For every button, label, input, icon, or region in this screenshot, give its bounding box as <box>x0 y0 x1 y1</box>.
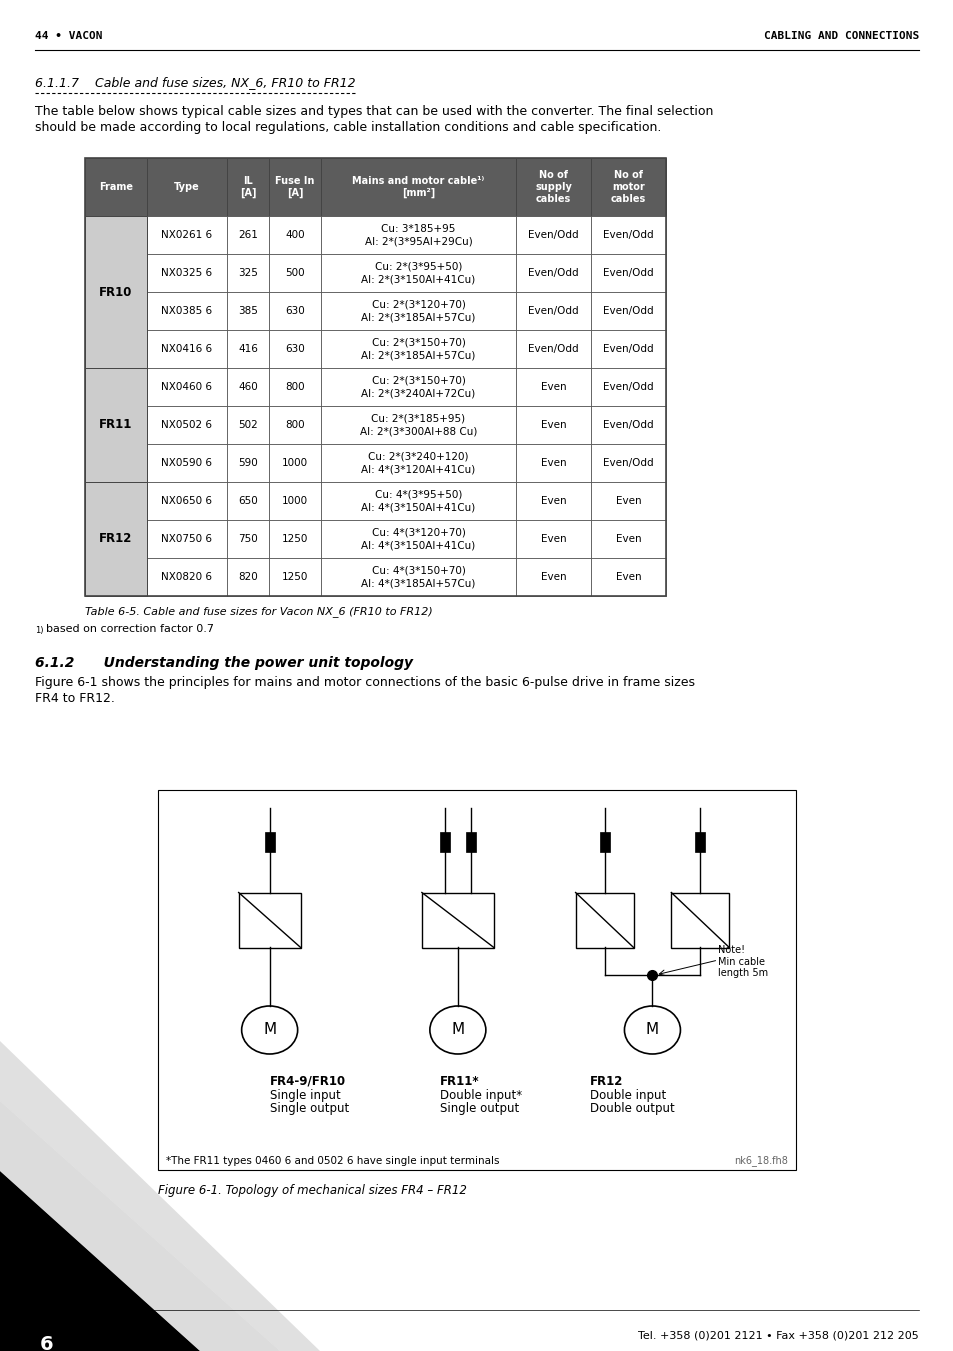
Bar <box>590 216 665 254</box>
Bar <box>516 558 590 596</box>
Bar <box>85 330 147 367</box>
Bar <box>227 482 269 520</box>
Bar <box>590 254 665 292</box>
Text: Even: Even <box>540 382 566 392</box>
Bar <box>85 407 147 444</box>
Text: 6.1.2      Understanding the power unit topology: 6.1.2 Understanding the power unit topol… <box>35 657 413 670</box>
Text: 1000: 1000 <box>282 458 308 467</box>
Text: Fuse In
[A]: Fuse In [A] <box>275 176 314 199</box>
Bar <box>85 216 147 254</box>
Bar <box>85 444 147 482</box>
Text: 1000: 1000 <box>282 496 308 507</box>
Text: NX0325 6: NX0325 6 <box>161 267 213 278</box>
Bar <box>147 520 227 558</box>
Text: M: M <box>263 1023 276 1038</box>
Text: FR12: FR12 <box>99 532 132 546</box>
Bar <box>227 216 269 254</box>
Bar <box>158 790 795 1170</box>
Text: Mains and motor cable¹⁾
[mm²]: Mains and motor cable¹⁾ [mm²] <box>352 176 484 199</box>
Bar <box>85 482 147 520</box>
Text: nk6_18.fh8: nk6_18.fh8 <box>734 1155 787 1166</box>
Bar <box>590 520 665 558</box>
Text: The table below shows typical cable sizes and types that can be used with the co: The table below shows typical cable size… <box>35 105 713 118</box>
Bar <box>227 407 269 444</box>
Bar <box>269 407 320 444</box>
Bar <box>147 444 227 482</box>
Text: Even: Even <box>540 571 566 582</box>
Bar <box>269 158 320 216</box>
Text: Even/Odd: Even/Odd <box>602 230 653 240</box>
Text: Even: Even <box>615 571 640 582</box>
Text: 1250: 1250 <box>281 571 308 582</box>
Bar <box>147 482 227 520</box>
Bar <box>269 367 320 407</box>
Text: Cu: 4*(3*150+70)
Al: 4*(3*185Al+57Cu): Cu: 4*(3*150+70) Al: 4*(3*185Al+57Cu) <box>361 566 476 588</box>
Bar <box>269 292 320 330</box>
Text: NX0261 6: NX0261 6 <box>161 230 213 240</box>
Text: NX0750 6: NX0750 6 <box>161 534 213 544</box>
Text: Cu: 2*(3*150+70)
Al: 2*(3*240Al+72Cu): Cu: 2*(3*150+70) Al: 2*(3*240Al+72Cu) <box>361 376 476 399</box>
Bar <box>516 330 590 367</box>
Text: Cu: 2*(3*185+95)
Al: 2*(3*300Al+88 Cu): Cu: 2*(3*185+95) Al: 2*(3*300Al+88 Cu) <box>359 413 476 436</box>
Text: M: M <box>645 1023 659 1038</box>
Bar <box>465 832 476 852</box>
Text: Cu: 2*(3*120+70)
Al: 2*(3*185Al+57Cu): Cu: 2*(3*120+70) Al: 2*(3*185Al+57Cu) <box>361 300 476 322</box>
Bar <box>516 254 590 292</box>
Bar <box>320 407 516 444</box>
Text: 630: 630 <box>285 345 305 354</box>
Text: NX0650 6: NX0650 6 <box>161 496 213 507</box>
Text: 820: 820 <box>238 571 257 582</box>
Bar <box>320 216 516 254</box>
Bar <box>590 330 665 367</box>
Text: NX0590 6: NX0590 6 <box>161 458 213 467</box>
Bar <box>147 407 227 444</box>
Text: NX0820 6: NX0820 6 <box>161 571 213 582</box>
Text: Single output: Single output <box>439 1102 518 1115</box>
Text: Even/Odd: Even/Odd <box>528 267 578 278</box>
Bar <box>671 893 728 947</box>
Text: Even: Even <box>540 420 566 430</box>
Text: Single output: Single output <box>270 1102 349 1115</box>
Text: Single input: Single input <box>270 1089 340 1102</box>
Text: Cu: 2*(3*150+70)
Al: 2*(3*185Al+57Cu): Cu: 2*(3*150+70) Al: 2*(3*185Al+57Cu) <box>361 338 476 361</box>
Text: NX0385 6: NX0385 6 <box>161 305 213 316</box>
Text: Cu: 4*(3*120+70)
Al: 4*(3*150Al+41Cu): Cu: 4*(3*120+70) Al: 4*(3*150Al+41Cu) <box>361 528 476 550</box>
Polygon shape <box>0 1101 280 1351</box>
Text: Even/Odd: Even/Odd <box>528 345 578 354</box>
Text: Cu: 2*(3*95+50)
Al: 2*(3*150Al+41Cu): Cu: 2*(3*95+50) Al: 2*(3*150Al+41Cu) <box>361 262 476 284</box>
Bar <box>516 216 590 254</box>
Text: FR4 to FR12.: FR4 to FR12. <box>35 692 114 705</box>
Bar <box>269 444 320 482</box>
Text: NX0460 6: NX0460 6 <box>161 382 213 392</box>
Text: 460: 460 <box>238 382 257 392</box>
Bar <box>516 367 590 407</box>
Text: 800: 800 <box>285 420 305 430</box>
Text: 750: 750 <box>238 534 257 544</box>
Bar <box>227 330 269 367</box>
Text: Even: Even <box>540 534 566 544</box>
Bar <box>516 482 590 520</box>
Bar <box>227 558 269 596</box>
Text: 385: 385 <box>238 305 257 316</box>
Text: 590: 590 <box>238 458 257 467</box>
Bar <box>85 367 147 407</box>
Text: Double input*: Double input* <box>439 1089 521 1102</box>
Bar <box>590 407 665 444</box>
Text: Note!
Min cable
length 5m: Note! Min cable length 5m <box>718 944 767 978</box>
Text: *The FR11 types 0460 6 and 0502 6 have single input terminals: *The FR11 types 0460 6 and 0502 6 have s… <box>166 1156 499 1166</box>
Text: 630: 630 <box>285 305 305 316</box>
Bar <box>590 482 665 520</box>
Bar <box>516 444 590 482</box>
Text: M: M <box>451 1023 464 1038</box>
Text: Even: Even <box>615 496 640 507</box>
Text: 1250: 1250 <box>281 534 308 544</box>
Text: 650: 650 <box>238 496 257 507</box>
Bar <box>227 158 269 216</box>
Text: FR11: FR11 <box>99 419 132 431</box>
Bar <box>590 292 665 330</box>
Text: No of
supply
cables: No of supply cables <box>535 170 572 204</box>
Text: 502: 502 <box>238 420 257 430</box>
Bar <box>320 330 516 367</box>
Text: Figure 6-1. Topology of mechanical sizes FR4 – FR12: Figure 6-1. Topology of mechanical sizes… <box>158 1183 466 1197</box>
Bar <box>516 158 590 216</box>
